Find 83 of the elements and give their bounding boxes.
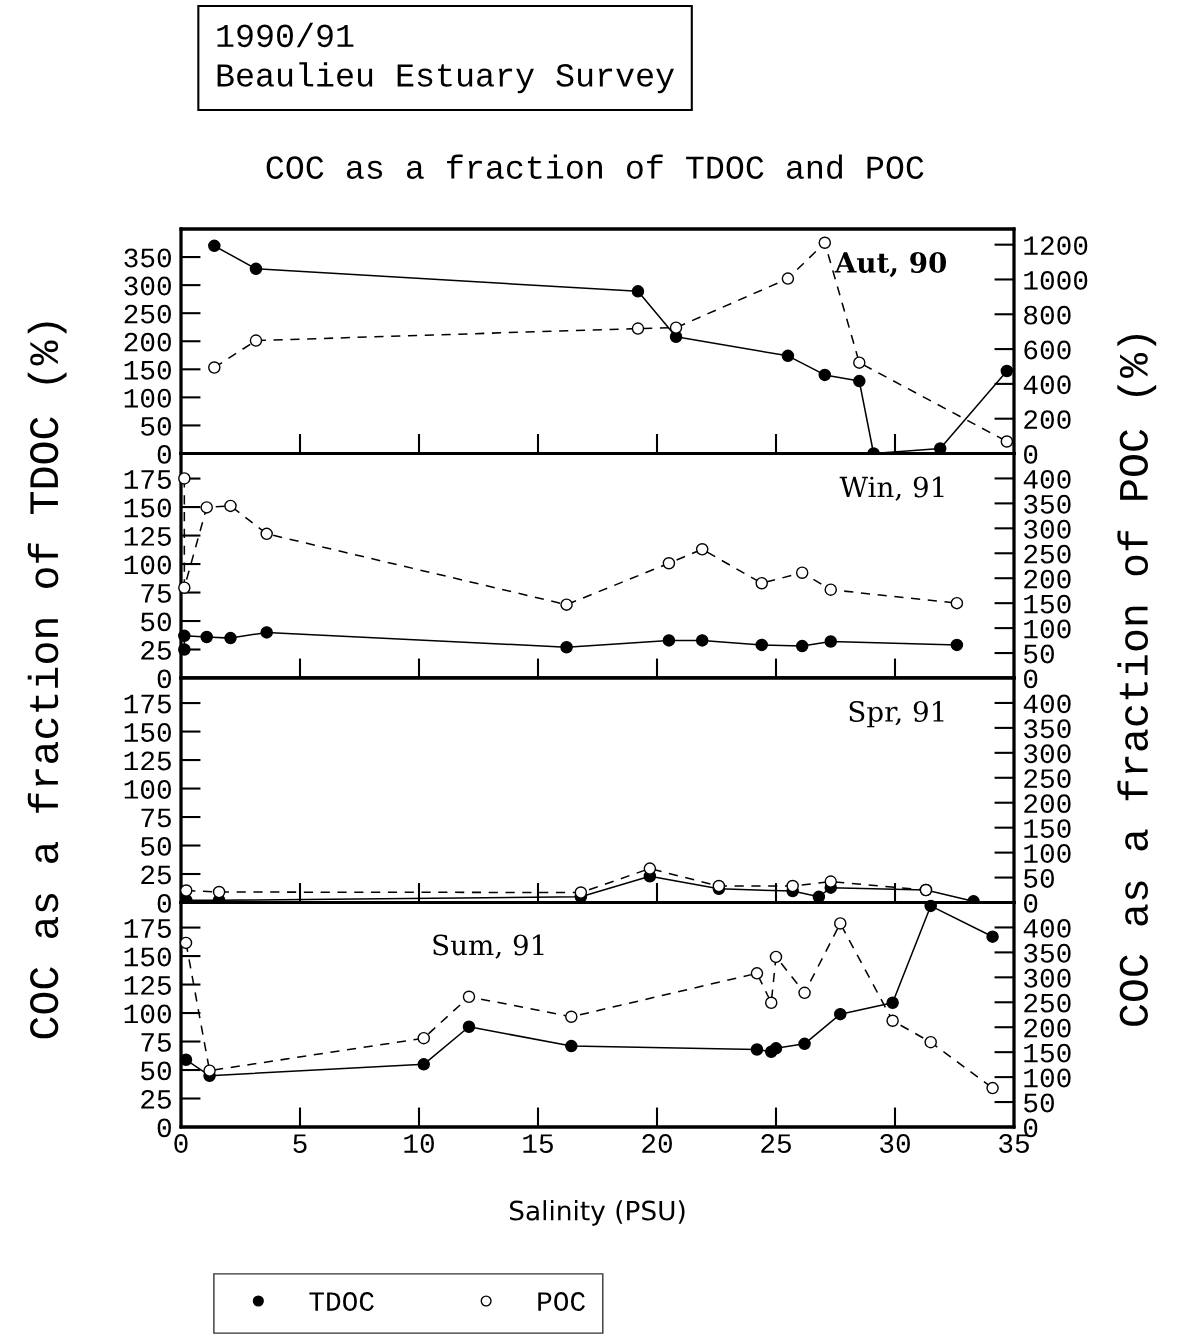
y2-tick-label: 1000	[1024, 270, 1088, 290]
y2-tick-label: 800	[1024, 305, 1071, 325]
y2-tick-label: 0	[1024, 893, 1038, 913]
y-tick-label: 0	[157, 1118, 171, 1138]
y-tick-label: 50	[141, 1061, 171, 1081]
annotation: Sum, 91	[433, 934, 544, 959]
y-axis-title: COC as a fraction of TDOC (%)	[27, 322, 67, 1039]
y-tick-label: 0	[157, 669, 171, 689]
y2-tick-label: 300	[1024, 744, 1071, 764]
y-tick-label: 300	[124, 276, 171, 296]
x-tick-label: 20	[642, 1134, 672, 1153]
y2-tick-label: 50	[1024, 1093, 1054, 1113]
y-tick-label: 150	[124, 498, 171, 518]
y2-tick-label: 350	[1024, 943, 1071, 963]
y-tick-label: 100	[124, 780, 171, 799]
y2-tick-label: 400	[1023, 918, 1071, 938]
x-tick-label: 30	[880, 1134, 910, 1153]
x-tick-label: 25	[761, 1134, 791, 1153]
y2-tick-label: 50	[1024, 644, 1054, 664]
y2-tick-label: 200	[1024, 1018, 1071, 1038]
y-tick-label: 150	[124, 360, 171, 380]
x-tick-label: 0	[174, 1134, 188, 1153]
y2-tick-label: 600	[1024, 340, 1071, 360]
y-tick-label: 250	[124, 304, 171, 324]
y-tick-label: 350	[124, 248, 171, 268]
y2-tick-label: 400	[1023, 469, 1071, 489]
y-tick-label: 175	[124, 470, 171, 489]
y-tick-label: 100	[124, 555, 171, 575]
y2-tick-label: 250	[1024, 769, 1071, 789]
y2-tick-label: 150	[1024, 819, 1071, 839]
y-tick-label: 25	[141, 1089, 171, 1109]
y-tick-label: 200	[124, 332, 171, 352]
y-tick-label: 75	[141, 1033, 171, 1052]
y2-tick-label: 0	[1024, 444, 1038, 464]
x-tick-label: 10	[404, 1134, 434, 1153]
annotation: Aut, 90	[834, 251, 947, 278]
y2-tick-label: 150	[1024, 1043, 1071, 1063]
x-tick-label: 15	[523, 1134, 553, 1153]
y2-tick-label: 350	[1024, 494, 1071, 514]
y-tick-label: 175	[124, 919, 171, 938]
y2-tick-label: 300	[1024, 519, 1071, 539]
y-tick-label: 0	[157, 893, 171, 913]
y2-axis-title: COC as a fraction of POC (%)	[1117, 334, 1157, 1026]
y-tick-label: 100	[124, 1004, 171, 1024]
chart-subtitle: COC as a fraction of TDOC and POC	[266, 154, 924, 180]
y2-tick-label: 200	[1024, 569, 1071, 589]
y2-tick-label: 400	[1023, 375, 1071, 395]
annotation: Spr, 91	[849, 700, 944, 728]
y-tick-label: 175	[124, 694, 171, 714]
legend-label: TDOC	[309, 1292, 374, 1311]
y-tick-label: 25	[141, 640, 171, 660]
y2-tick-label: 150	[1024, 594, 1071, 614]
chart-title: 1990/91 Beaulieu Estuary Survey	[217, 22, 674, 94]
y2-tick-label: 250	[1024, 993, 1071, 1013]
y-tick-label: 125	[124, 751, 171, 771]
legend-label: POC	[538, 1292, 585, 1311]
y2-tick-label: 0	[1024, 669, 1038, 689]
y2-tick-label: 200	[1024, 410, 1071, 430]
y2-tick-label: 250	[1024, 544, 1071, 564]
y-tick-label: 75	[141, 584, 171, 603]
y-tick-label: 125	[124, 976, 171, 995]
annotation: Win, 91	[839, 476, 944, 501]
y-tick-label: 50	[141, 837, 171, 856]
y-tick-label: 150	[124, 947, 171, 967]
y2-tick-label: 100	[1024, 844, 1071, 863]
y-tick-label: 125	[124, 527, 171, 546]
y-tick-label: 150	[124, 723, 171, 742]
y-tick-label: 25	[141, 865, 171, 885]
y-tick-label: 100	[124, 388, 171, 408]
y2-tick-label: 100	[1024, 619, 1071, 639]
y-tick-label: 75	[141, 808, 171, 828]
x-tick-label: 5	[293, 1134, 307, 1153]
y-tick-label: 50	[141, 612, 171, 632]
y2-tick-label: 1200	[1024, 236, 1088, 255]
y-tick-label: 50	[141, 416, 171, 436]
x-axis-title: Salinity (PSU)	[509, 1200, 685, 1226]
y2-tick-label: 200	[1024, 794, 1071, 814]
y-tick-label: 0	[157, 444, 171, 464]
y2-tick-label: 350	[1024, 719, 1071, 739]
y2-tick-label: 300	[1024, 968, 1071, 988]
y2-tick-label: 400	[1023, 694, 1071, 714]
y2-tick-label: 100	[1024, 1068, 1071, 1088]
y2-tick-label: 50	[1024, 869, 1054, 888]
